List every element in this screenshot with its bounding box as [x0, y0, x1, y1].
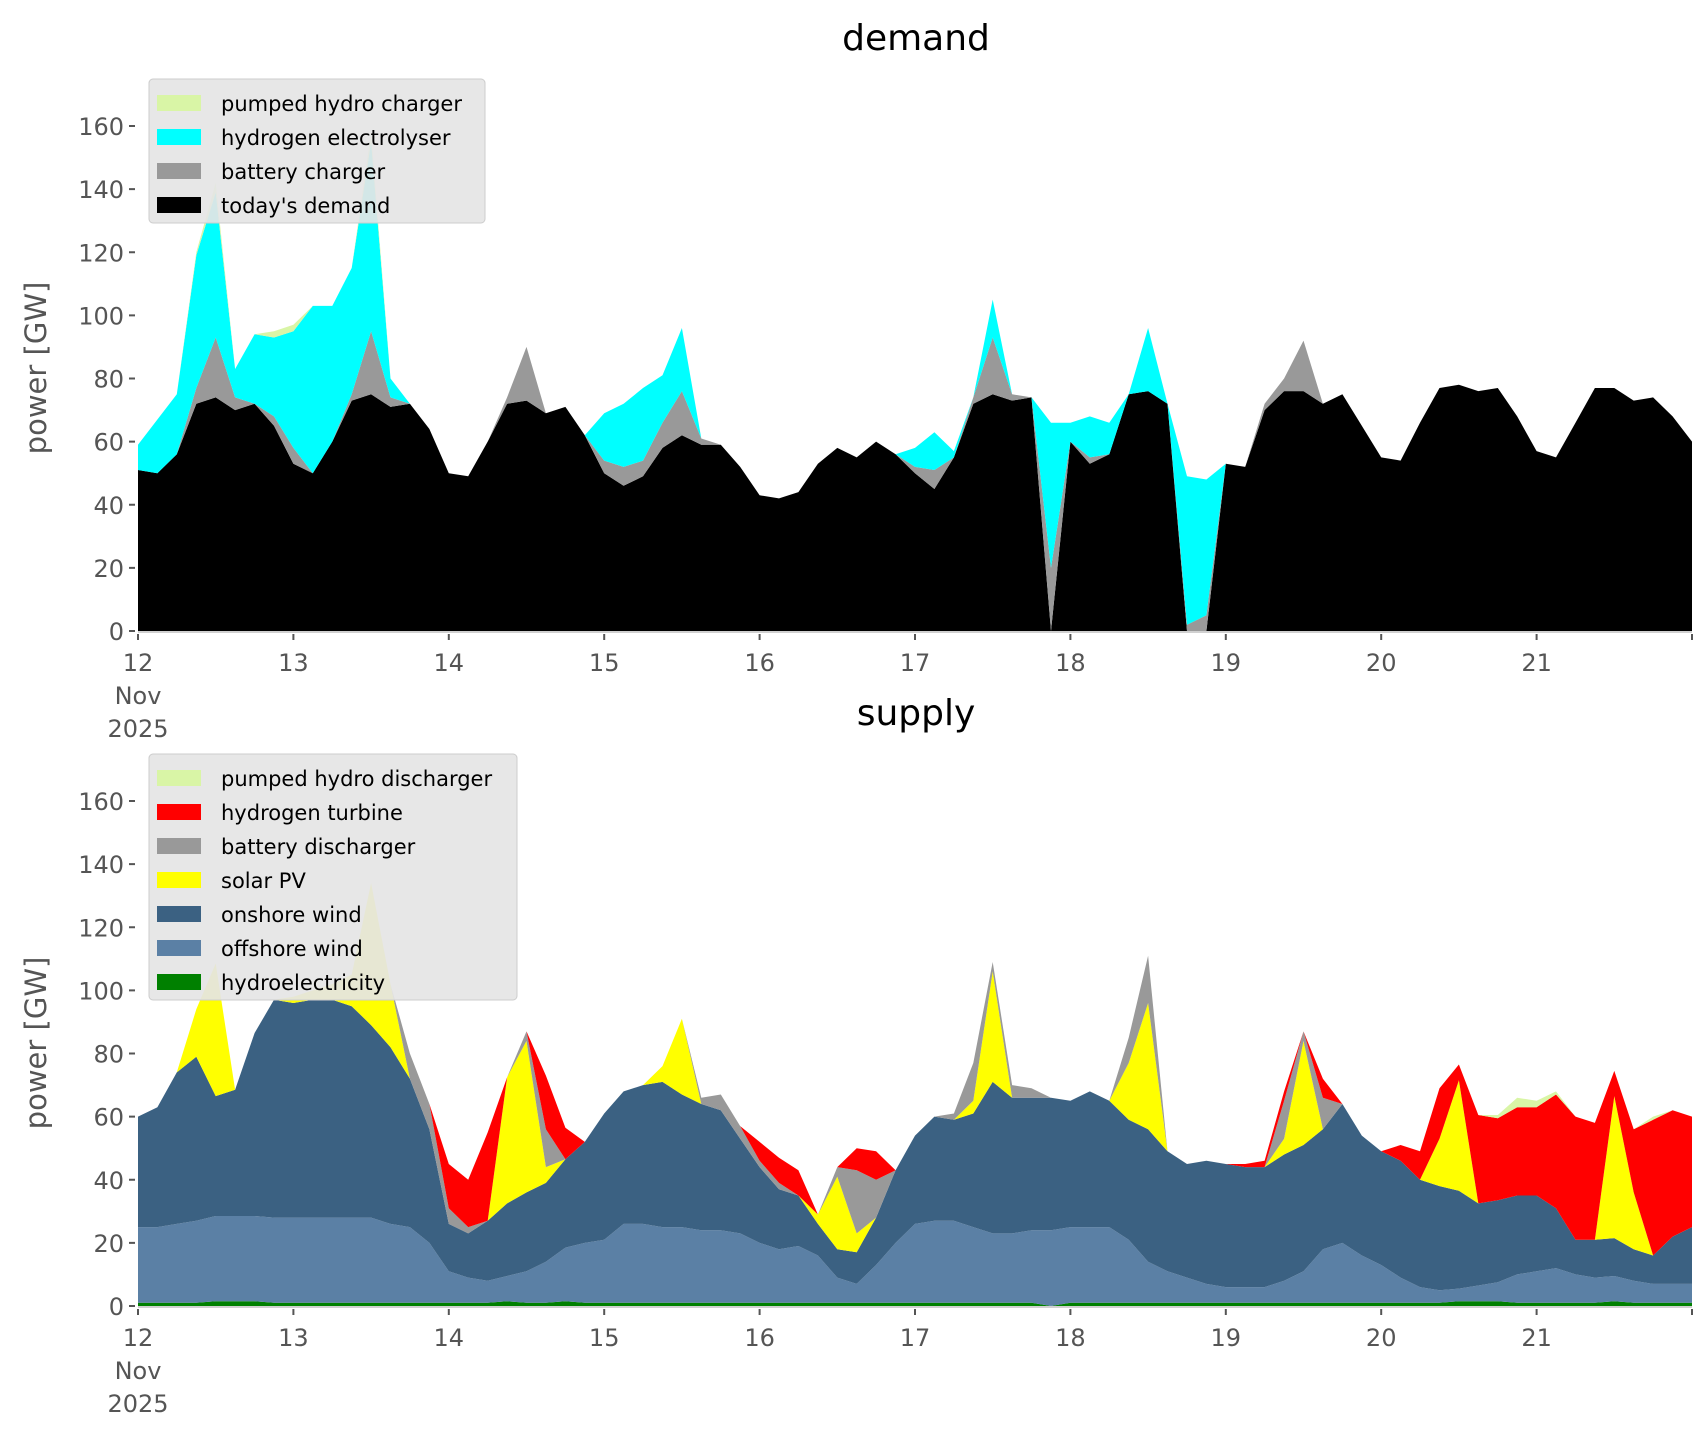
y-tick-label: 140	[78, 851, 124, 879]
legend-label: pumped hydro discharger	[221, 767, 492, 791]
x-tick-label: 15	[589, 1324, 620, 1352]
legend-entry: hydrogen electrolyser	[157, 126, 451, 150]
area-hydroelectricity	[138, 1301, 1692, 1306]
legend-entry: solar PV	[157, 869, 306, 893]
area-layers	[138, 132, 1692, 631]
legend-entry: pumped hydro discharger	[157, 767, 492, 791]
x-tick-label: 13	[278, 649, 309, 677]
x-tick-label: 19	[1211, 649, 1242, 677]
legend-swatch	[157, 95, 201, 111]
y-tick-label: 40	[93, 1167, 124, 1195]
legend-label: hydrogen turbine	[221, 801, 403, 825]
x-tick-label: 17	[900, 649, 931, 677]
legend-swatch	[157, 804, 201, 820]
y-axis: 0 20 40 60 80 100 120 140 160	[78, 788, 135, 1321]
x-tick-label: 21	[1521, 649, 1552, 677]
x-tick-label: 17	[900, 1324, 931, 1352]
legend-swatch	[157, 838, 201, 854]
area-layers	[138, 883, 1692, 1306]
area-onshore-wind	[138, 999, 1692, 1291]
y-tick-label: 60	[93, 1104, 124, 1132]
y-tick-label: 80	[93, 1041, 124, 1069]
legend-label: onshore wind	[221, 903, 362, 927]
y-tick-label: 120	[78, 914, 124, 942]
y-tick-label: 0	[109, 618, 124, 646]
legend-swatch	[157, 906, 201, 922]
legend-swatch	[157, 940, 201, 956]
area-offshore-wind	[138, 1216, 1692, 1306]
legend-entry: onshore wind	[157, 903, 362, 927]
legend: pumped hydro discharger hydrogen turbine b…	[148, 753, 518, 1001]
legend-entry: today's demand	[157, 194, 390, 218]
x-tick-label: 14	[434, 649, 465, 677]
legend-box	[148, 753, 518, 1001]
legend-swatch	[157, 770, 201, 786]
y-axis-label: power [GW]	[19, 282, 53, 455]
y-tick-label: 20	[93, 1230, 124, 1258]
y-tick-label: 140	[78, 176, 124, 204]
legend-label: battery discharger	[221, 835, 416, 859]
legend-label: hydrogen electrolyser	[221, 126, 451, 150]
y-axis: 0 20 40 60 80 100 120 140 160	[78, 113, 135, 646]
y-tick-label: 160	[78, 788, 124, 816]
legend-entry: hydroelectricity	[157, 971, 385, 995]
x-tick-label: 18	[1055, 1324, 1086, 1352]
x-axis: 12 Nov 2025 13 14 15 16 17 18 19 20 21	[107, 1309, 1693, 1418]
y-tick-label: 0	[109, 1293, 124, 1321]
legend-swatch	[157, 163, 201, 179]
legend-swatch	[157, 974, 201, 990]
x-tick-label: 12	[123, 649, 154, 677]
y-tick-label: 40	[93, 492, 124, 520]
x-tick-label: Nov	[115, 1357, 162, 1385]
legend-box	[148, 78, 486, 224]
x-tick-label: 16	[744, 1324, 775, 1352]
area-today-s-demand	[138, 384, 1692, 631]
legend-label: offshore wind	[221, 937, 363, 961]
legend-entry: pumped hydro charger	[157, 92, 462, 116]
y-axis-label: power [GW]	[19, 957, 53, 1130]
x-tick-label: 18	[1055, 649, 1086, 677]
legend-entry: hydrogen turbine	[157, 801, 403, 825]
y-tick-label: 20	[93, 555, 124, 583]
y-tick-label: 80	[93, 366, 124, 394]
x-tick-label: 16	[744, 649, 775, 677]
y-tick-label: 100	[78, 977, 124, 1005]
x-tick-label: 12	[123, 1324, 154, 1352]
x-axis: 12 Nov 2025 13 14 15 16 17 18 19 20 21	[107, 634, 1693, 743]
x-tick-label: 14	[434, 1324, 465, 1352]
legend-entry: battery discharger	[157, 835, 416, 859]
x-tick-label: 20	[1366, 649, 1397, 677]
legend: pumped hydro charger hydrogen electrolyse…	[148, 78, 486, 224]
area-solar-pv	[138, 883, 1692, 1256]
legend-label: pumped hydro charger	[221, 92, 462, 116]
x-tick-label: 20	[1366, 1324, 1397, 1352]
legend-label: hydroelectricity	[221, 971, 385, 995]
x-tick-label: 13	[278, 1324, 309, 1352]
demand-chart: demand power [GW] 020406080100120140160 …	[19, 18, 1693, 743]
x-tick-label: 2025	[107, 715, 168, 743]
legend-label: today's demand	[221, 194, 390, 218]
legend-swatch	[157, 129, 201, 145]
legend-entry: battery charger	[157, 160, 386, 184]
legend-swatch	[157, 872, 201, 888]
legend-label: battery charger	[221, 160, 386, 184]
x-tick-label: Nov	[115, 682, 162, 710]
supply-chart: supply power [GW] 020406080100120140160 …	[19, 693, 1693, 1418]
legend-label: solar PV	[221, 869, 306, 893]
legend-entry: offshore wind	[157, 937, 363, 961]
x-tick-label: 2025	[107, 1390, 168, 1418]
x-tick-label: 15	[589, 649, 620, 677]
y-tick-label: 120	[78, 239, 124, 267]
y-tick-label: 160	[78, 113, 124, 141]
legend-swatch	[157, 197, 201, 213]
x-tick-label: 19	[1211, 1324, 1242, 1352]
x-tick-label: 21	[1521, 1324, 1552, 1352]
y-tick-label: 100	[78, 302, 124, 330]
chart-title: demand	[842, 18, 990, 59]
chart-title: supply	[857, 693, 976, 734]
y-tick-label: 60	[93, 429, 124, 457]
